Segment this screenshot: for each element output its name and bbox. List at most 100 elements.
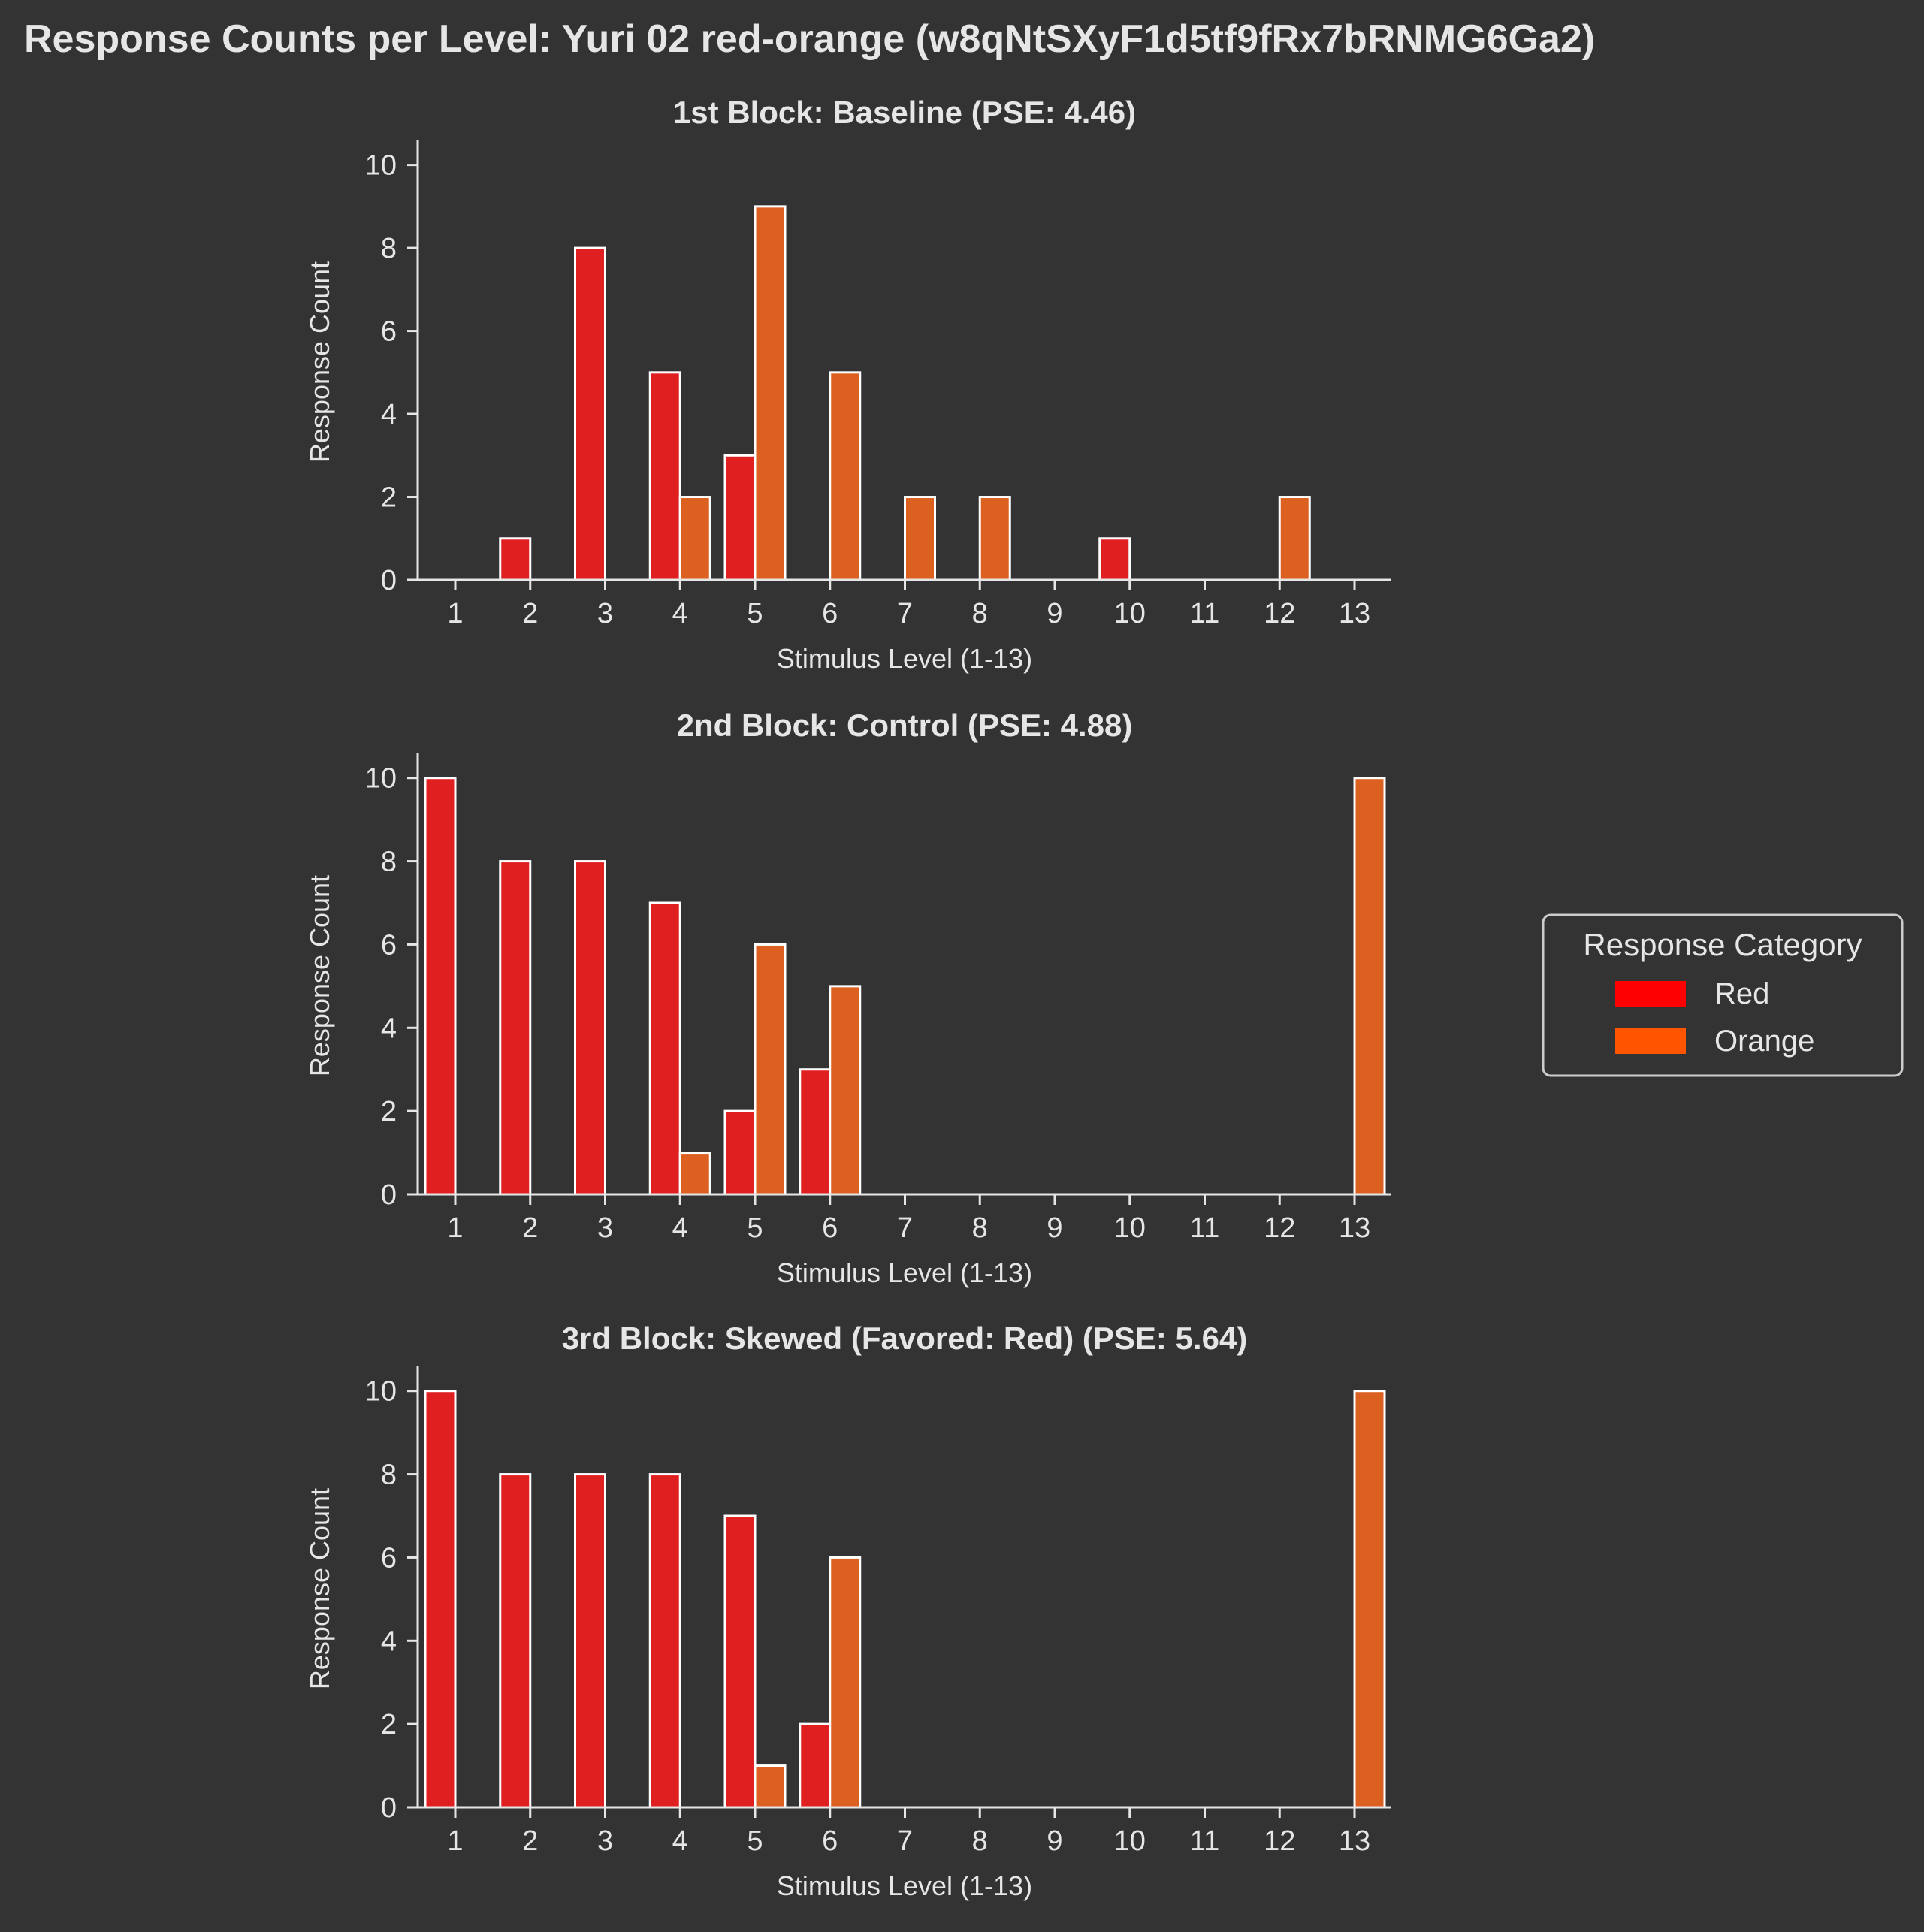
x-tick-label: 10 <box>1114 598 1146 629</box>
bar-red-level-3 <box>574 1473 606 1809</box>
x-tick-label: 7 <box>897 1825 913 1857</box>
x-tick-label: 10 <box>1114 1212 1146 1244</box>
x-tick-label: 1 <box>447 1825 463 1857</box>
x-tick-label: 11 <box>1190 598 1219 629</box>
y-tick-label: 0 <box>381 1179 397 1211</box>
y-tick-label: 6 <box>381 1542 397 1574</box>
x-tick-label: 13 <box>1339 598 1370 629</box>
bar-red-level-1 <box>424 777 457 1196</box>
x-tick-label: 6 <box>822 598 838 629</box>
y-axis-label: Response Count <box>304 875 335 1076</box>
y-tick-label: 4 <box>381 1013 397 1044</box>
y-tick-label: 6 <box>381 316 397 348</box>
x-tick-label: 8 <box>972 1212 988 1244</box>
legend-label-orange: Orange <box>1714 1025 1814 1058</box>
bar-orange-level-8 <box>978 496 1011 581</box>
y-tick-label: 6 <box>381 929 397 961</box>
y-tick-label: 10 <box>365 1376 397 1408</box>
y-tick-label: 8 <box>381 233 397 264</box>
x-tick-label: 5 <box>747 1825 763 1857</box>
x-tick-label: 9 <box>1047 1825 1062 1857</box>
x-axis-label: Stimulus Level (1-13) <box>777 1257 1032 1288</box>
bar-orange-level-6 <box>829 371 862 581</box>
bar-orange-level-13 <box>1353 1390 1386 1809</box>
bar-red-level-4 <box>648 371 681 581</box>
x-tick-label: 5 <box>747 1212 763 1244</box>
x-tick-label: 8 <box>972 1825 988 1857</box>
x-tick-label: 8 <box>972 598 988 629</box>
y-axis-label: Response Count <box>304 261 335 463</box>
panel-title: 1st Block: Baseline (PSE: 4.46) <box>673 95 1136 130</box>
x-tick-label: 11 <box>1190 1825 1219 1857</box>
x-tick-label: 9 <box>1047 1212 1062 1244</box>
bar-red-level-2 <box>499 1473 532 1809</box>
y-tick-label: 0 <box>381 1792 397 1824</box>
bar-red-level-3 <box>574 860 606 1196</box>
bar-orange-level-4 <box>678 1152 711 1196</box>
y-axis-label: Response Count <box>304 1488 335 1689</box>
x-tick-label: 2 <box>522 598 538 629</box>
bar-orange-level-5 <box>754 205 787 581</box>
x-tick-label: 3 <box>597 598 613 629</box>
bar-orange-level-6 <box>829 985 862 1196</box>
x-tick-label: 13 <box>1339 1212 1370 1244</box>
y-tick-label: 4 <box>381 1626 397 1657</box>
x-tick-label: 13 <box>1339 1825 1370 1857</box>
bar-orange-level-5 <box>754 943 787 1196</box>
panel-title: 3rd Block: Skewed (Favored: Red) (PSE: 5… <box>562 1321 1248 1356</box>
y-tick-label: 0 <box>381 565 397 596</box>
y-tick-label: 8 <box>381 1460 397 1491</box>
y-tick-label: 10 <box>365 150 397 182</box>
y-tick-label: 2 <box>381 482 397 514</box>
bar-orange-level-6 <box>829 1556 862 1809</box>
x-tick-label: 10 <box>1114 1825 1146 1857</box>
x-tick-label: 5 <box>747 598 763 629</box>
x-tick-label: 2 <box>522 1212 538 1244</box>
x-tick-label: 9 <box>1047 598 1062 629</box>
x-tick-label: 1 <box>447 1212 463 1244</box>
y-tick-label: 2 <box>381 1096 397 1128</box>
x-tick-label: 3 <box>597 1825 613 1857</box>
bar-red-level-10 <box>1098 537 1131 581</box>
bar-red-level-2 <box>499 860 532 1196</box>
bar-red-level-3 <box>574 246 606 581</box>
x-tick-label: 7 <box>897 1212 913 1244</box>
bar-red-level-4 <box>648 901 681 1196</box>
x-axis-label: Stimulus Level (1-13) <box>777 1870 1032 1901</box>
x-tick-label: 4 <box>672 1825 688 1857</box>
panel-title: 2nd Block: Control (PSE: 4.88) <box>677 708 1133 743</box>
x-tick-label: 1 <box>447 598 463 629</box>
x-tick-label: 11 <box>1190 1212 1219 1244</box>
x-tick-label: 4 <box>672 1212 688 1244</box>
legend-label-red: Red <box>1714 977 1769 1010</box>
bar-red-level-6 <box>799 1068 832 1196</box>
x-tick-label: 6 <box>822 1825 838 1857</box>
y-tick-label: 10 <box>365 763 397 795</box>
chart-panel-2: 2nd Block: Control (PSE: 4.88)1 2 3 4 5 6 7 8 9 1… <box>304 708 1391 1288</box>
x-tick-label: 12 <box>1264 1825 1295 1857</box>
bar-red-level-4 <box>648 1473 681 1809</box>
x-axis-label: Stimulus Level (1-13) <box>777 643 1032 674</box>
y-tick-label: 2 <box>381 1709 397 1740</box>
legend-title: Response Category <box>1583 927 1862 962</box>
x-tick-label: 3 <box>597 1212 613 1244</box>
y-tick-label: 8 <box>381 847 397 878</box>
bar-orange-level-7 <box>904 496 936 581</box>
legend: Response Category Red Orange <box>1542 913 1904 1077</box>
bar-red-level-5 <box>723 1514 757 1809</box>
bar-red-level-5 <box>723 1109 757 1196</box>
y-tick-label: 4 <box>381 399 397 430</box>
x-tick-label: 12 <box>1264 1212 1295 1244</box>
chart-panel-3: 3rd Block: Skewed (Favored: Red) (PSE: 5… <box>304 1321 1391 1901</box>
legend-swatch-red <box>1615 981 1686 1007</box>
chart-panel-1: 1st Block: Baseline (PSE: 4.46)1 2 3 4 5 6 7 8 9… <box>304 95 1391 674</box>
bar-orange-level-13 <box>1353 777 1386 1196</box>
bar-red-level-1 <box>424 1390 457 1809</box>
legend-swatch-orange <box>1615 1028 1686 1054</box>
x-tick-label: 12 <box>1264 598 1295 629</box>
bar-orange-level-4 <box>678 496 711 581</box>
bar-red-level-2 <box>499 537 532 581</box>
bar-red-level-6 <box>799 1722 832 1809</box>
